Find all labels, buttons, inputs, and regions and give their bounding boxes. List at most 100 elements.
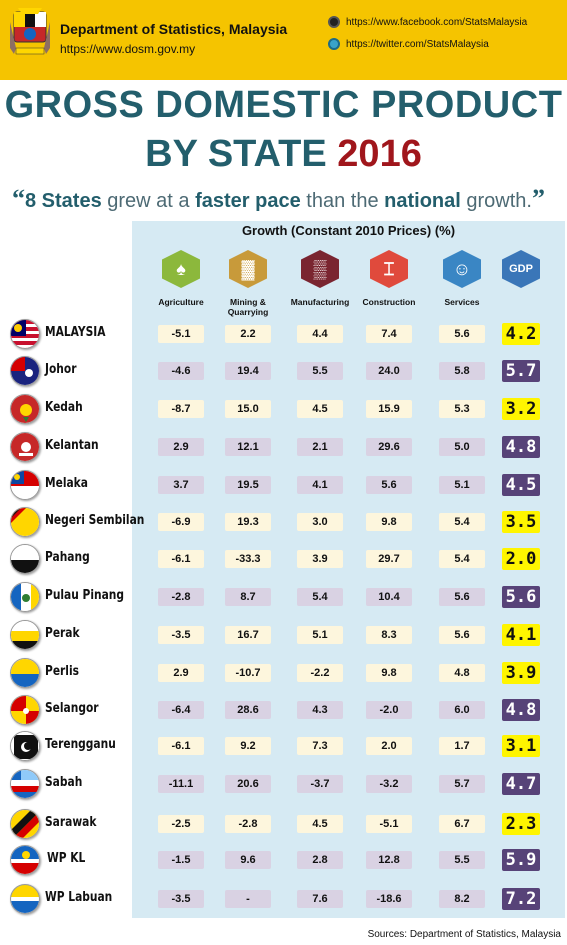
table-cell: 5.6 xyxy=(439,588,485,606)
table-cell: 6.0 xyxy=(439,701,485,719)
department-website[interactable]: https://www.dosm.gov.my xyxy=(60,42,196,56)
palm-tree-icon: ♠ xyxy=(162,250,200,288)
table-cell: 9.6 xyxy=(225,851,271,869)
table-cell: 9.2 xyxy=(225,737,271,755)
quote-open: “ xyxy=(12,184,25,213)
quote-faster: faster pace xyxy=(195,190,301,212)
table-cell: 7.6 xyxy=(297,890,343,908)
table-cell: 3.7 xyxy=(158,476,204,494)
gdp-value-badge: 3.9 xyxy=(502,662,540,684)
state-name: Pahang xyxy=(45,550,90,565)
header-banner: Department of Statistics, Malaysia https… xyxy=(0,0,567,80)
table-cell: 12.8 xyxy=(366,851,412,869)
state-flag-icon xyxy=(10,356,40,386)
state-flag-icon xyxy=(10,769,40,799)
table-cell: 19.4 xyxy=(225,362,271,380)
state-name: WP KL xyxy=(47,851,86,866)
facebook-icon xyxy=(328,16,340,28)
table-cell: 9.8 xyxy=(366,513,412,531)
table-cell: 19.3 xyxy=(225,513,271,531)
table-cell: 9.8 xyxy=(366,664,412,682)
gdp-value-badge: 5.7 xyxy=(502,360,540,382)
table-cell: -33.3 xyxy=(225,550,271,568)
facebook-link[interactable]: https://www.facebook.com/StatsMalaysia xyxy=(328,16,527,28)
gdp-value-badge: 4.2 xyxy=(502,323,540,345)
sector-label: Agriculture xyxy=(158,297,204,307)
table-cell: 10.4 xyxy=(366,588,412,606)
gdp-value-badge: 5.9 xyxy=(502,849,540,871)
table-cell: -2.5 xyxy=(158,815,204,833)
table-cell: 8.3 xyxy=(366,626,412,644)
table-cell: -5.1 xyxy=(366,815,412,833)
table-cell: -2.8 xyxy=(158,588,204,606)
gdp-value-badge: 5.6 xyxy=(502,586,540,608)
table-cell: -11.1 xyxy=(158,775,204,793)
table-cell: 5.1 xyxy=(439,476,485,494)
table-cell: 5.1 xyxy=(297,626,343,644)
twitter-link[interactable]: https://twitter.com/StatsMalaysia xyxy=(328,38,489,50)
table-cell: 3.0 xyxy=(297,513,343,531)
table-cell: 2.2 xyxy=(225,325,271,343)
table-cell: -2.0 xyxy=(366,701,412,719)
state-flag-icon xyxy=(10,620,40,650)
quote-text-2: than the xyxy=(300,190,385,212)
state-flag-icon xyxy=(10,319,40,349)
state-flag-icon xyxy=(10,432,40,462)
table-cell: -6.1 xyxy=(158,550,204,568)
table-cell: -3.2 xyxy=(366,775,412,793)
gdp-value-badge: 4.5 xyxy=(502,474,540,496)
table-cell: -8.7 xyxy=(158,400,204,418)
sector-label: Services xyxy=(444,297,480,307)
table-cell: -2.8 xyxy=(225,815,271,833)
table-cell: 5.4 xyxy=(439,513,485,531)
gdp-value-badge: 3.2 xyxy=(502,398,540,420)
state-name: Sabah xyxy=(45,775,83,790)
quote-close: ” xyxy=(531,184,545,213)
table-cell: 2.9 xyxy=(158,438,204,456)
state-flag-icon xyxy=(10,845,40,875)
table-cell: 1.7 xyxy=(439,737,485,755)
gdp-value-badge: 4.1 xyxy=(502,624,540,646)
table-cell: -18.6 xyxy=(366,890,412,908)
state-name: Kelantan xyxy=(45,438,99,453)
table-cell: 19.5 xyxy=(225,476,271,494)
page-title-line2: BY STATE 2016 xyxy=(0,133,567,176)
gdp-value-badge: 3.1 xyxy=(502,735,540,757)
state-flag-icon xyxy=(10,582,40,612)
state-name: MALAYSIA xyxy=(45,325,106,340)
state-flag-icon xyxy=(10,731,40,761)
gdp-value-badge: 2.3 xyxy=(502,813,540,835)
oil-refinery-icon: ▓ xyxy=(229,250,267,288)
table-cell: 4.3 xyxy=(297,701,343,719)
table-cell: 3.9 xyxy=(297,550,343,568)
facebook-url[interactable]: https://www.facebook.com/StatsMalaysia xyxy=(346,16,528,28)
state-flag-icon xyxy=(10,394,40,424)
state-name: Perlis xyxy=(45,664,79,679)
department-name: Department of Statistics, Malaysia xyxy=(60,21,288,37)
table-cell: 28.6 xyxy=(225,701,271,719)
source-note: Sources: Department of Statistics, Malay… xyxy=(367,929,561,940)
coat-of-arms-icon xyxy=(10,8,50,55)
headline-quote: “8 States grew at a faster pace than the… xyxy=(12,184,545,214)
table-cell: 29.6 xyxy=(366,438,412,456)
twitter-url[interactable]: https://twitter.com/StatsMalaysia xyxy=(346,38,489,50)
table-cell: 5.8 xyxy=(439,362,485,380)
twitter-icon xyxy=(328,38,340,50)
gdp-value-badge: 7.2 xyxy=(502,888,540,910)
table-cell: 8.7 xyxy=(225,588,271,606)
table-cell: 4.5 xyxy=(297,400,343,418)
state-flag-icon xyxy=(10,809,40,839)
table-cell: 15.0 xyxy=(225,400,271,418)
table-header: Growth (Constant 2010 Prices) (%) xyxy=(241,223,456,238)
table-cell: 5.6 xyxy=(439,325,485,343)
table-cell: 5.4 xyxy=(439,550,485,568)
table-cell: 5.6 xyxy=(439,626,485,644)
table-cell: -1.5 xyxy=(158,851,204,869)
table-cell: 7.4 xyxy=(366,325,412,343)
table-cell: 24.0 xyxy=(366,362,412,380)
table-cell: 5.4 xyxy=(297,588,343,606)
quote-text-3: growth. xyxy=(460,190,532,212)
table-cell: 5.6 xyxy=(366,476,412,494)
table-cell: 5.5 xyxy=(439,851,485,869)
state-name: Selangor xyxy=(45,701,99,716)
